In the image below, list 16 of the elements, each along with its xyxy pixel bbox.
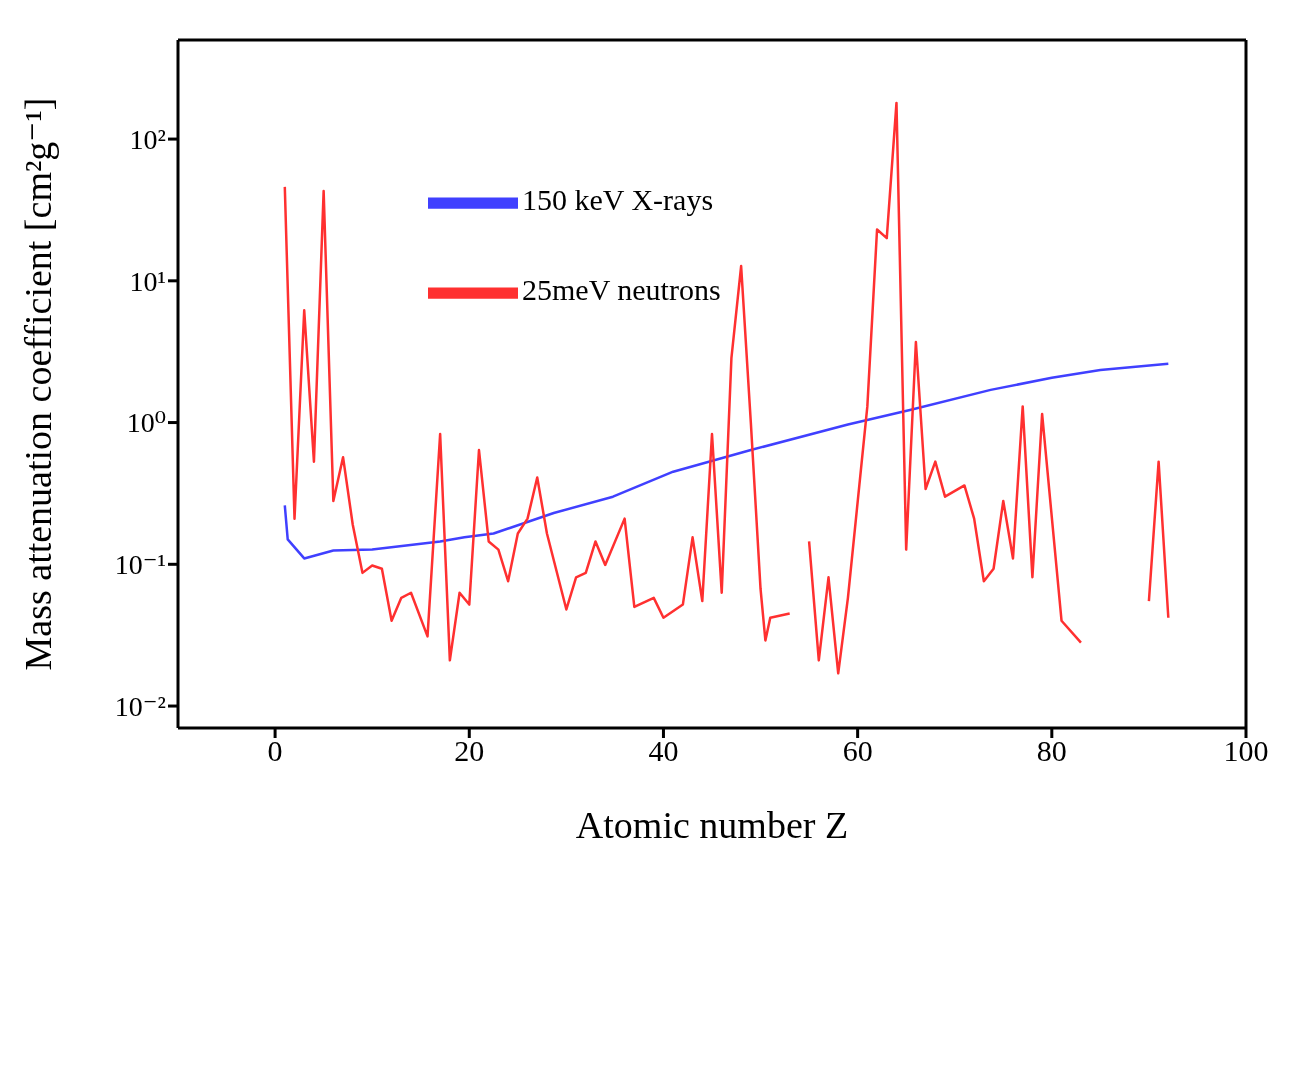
x-tick-label: 40	[648, 734, 679, 768]
y-tick-label: 10⁻¹	[114, 549, 166, 581]
y-tick-label: 10¹	[129, 265, 166, 297]
x-axis-title: Atomic number Z	[575, 804, 849, 846]
y-tick-label: 10⁰	[126, 407, 166, 439]
legend-label: 150 keV X-rays	[522, 182, 714, 216]
y-tick-label: 10²	[129, 124, 166, 156]
x-tick-label: 20	[454, 734, 485, 768]
y-axis-title: Mass attenuation coefficient [cm²g⁻¹]	[17, 97, 60, 671]
x-tick-label: 0	[267, 734, 283, 768]
legend-label: 25meV neutrons	[522, 272, 721, 306]
line-series	[283, 362, 1170, 560]
x-tick-label: 80	[1036, 734, 1067, 768]
x-tick-label: 60	[842, 734, 873, 768]
x-tick-label: 100	[1223, 734, 1269, 768]
y-tick-label: 10⁻²	[114, 690, 166, 722]
